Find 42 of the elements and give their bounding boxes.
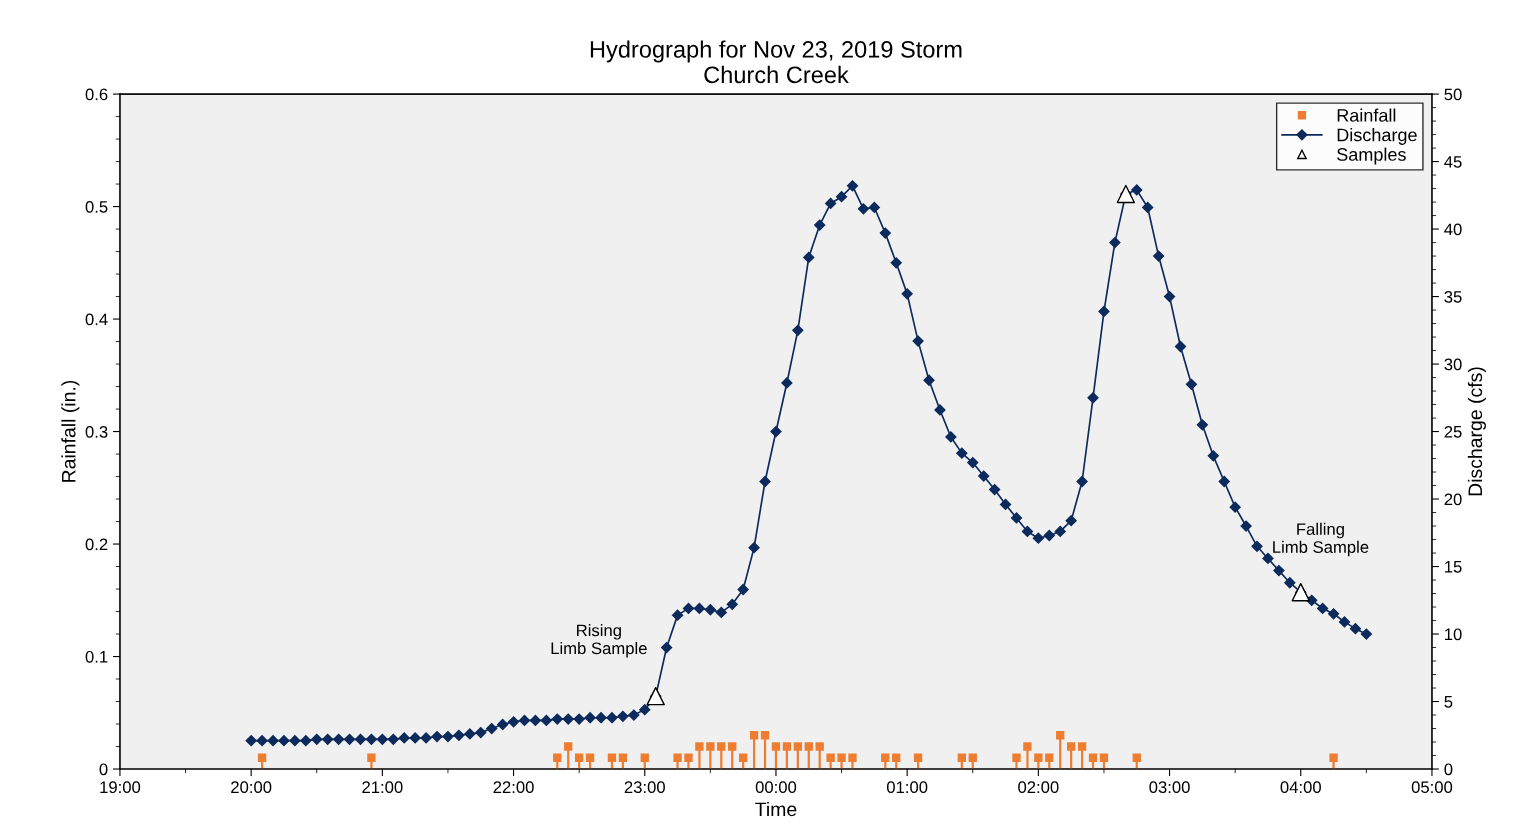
y-axis-title: Rainfall (in.) [61,380,80,482]
x-tick-label: 19:00 [100,781,141,794]
chart-title: Hydrograph for Nov 23, 2019 Storm [590,40,962,63]
y-tick-label: 0.5 [85,200,108,213]
point [1291,582,1310,602]
x-tick-label: 02:00 [1018,781,1059,794]
y-tick-label: 0.4 [85,313,108,326]
annotation: Falling Limb Sample [1273,522,1369,557]
y2-tick-label: 35 [1444,290,1462,303]
y-tick-label: 0.3 [85,425,108,438]
y2-tick-label: 30 [1444,358,1462,371]
x-axis-title: Time [755,801,797,817]
x-tick-label: 01:00 [886,781,928,794]
chart-subtitle: Church Creek [704,65,849,84]
legend-label: Rainfall [1337,108,1396,122]
y-tick-label: 0.1 [85,650,108,663]
y2-tick-label: 5 [1444,696,1453,708]
y2-tick-label: 10 [1445,628,1462,641]
y2-tick-label: 45 [1444,156,1462,168]
legend-label: Samples [1337,147,1406,165]
x-tick-label: 22:00 [493,781,534,794]
y2-tick-label: 0 [1444,763,1453,776]
x-tick-label: 03:00 [1149,781,1190,794]
x-tick-label: 23:00 [624,781,665,794]
y2-tick-label: 15 [1445,561,1462,573]
x-tick-label: 00:00 [755,781,797,794]
y2-tick-label: 40 [1444,223,1462,236]
x-tick-label: 20:00 [231,781,272,794]
annotation: Rising Limb Sample [551,624,647,658]
y-tick-label: 0.2 [85,538,108,551]
y2-tick-label: 50 [1444,88,1462,101]
x-tick-label: 21:00 [362,781,403,794]
y-tick-label: 0 [99,763,108,776]
point [1116,184,1136,204]
legend-label: Discharge [1337,128,1417,145]
y2-tick-label: 25 [1444,425,1462,438]
y-tick-label: 0.6 [85,88,108,101]
y2-tick-label: 20 [1444,493,1462,506]
y2-axis-title: Discharge (cfs) [1467,367,1486,496]
x-tick-label: 05:00 [1411,781,1453,794]
x-tick-label: 04:00 [1280,781,1321,794]
point [646,686,665,706]
